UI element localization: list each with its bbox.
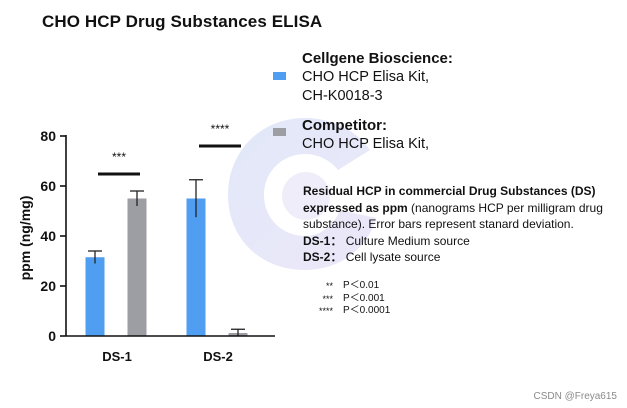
sig-row: *** P＜0.001	[305, 293, 390, 306]
y-tick-label: 20	[40, 278, 56, 294]
bar-cellgene-ds-2	[186, 198, 206, 336]
significance-label: ****	[211, 122, 230, 136]
ds1-text: Culture Medium source	[345, 233, 470, 248]
sig-text: P＜0.0001	[343, 305, 391, 316]
chart-title: CHO HCP Drug Substances ELISA	[42, 12, 323, 31]
bar-cellgene-ds-1	[85, 257, 105, 336]
note-plain: (nanograms HCP per milligram drug substa…	[303, 200, 603, 232]
sig-text: P＜0.001	[343, 292, 385, 304]
significance-legend: ** P＜0.01 *** P＜0.001 **** P＜0.0001	[305, 280, 390, 318]
sig-text: P＜0.01	[343, 280, 380, 291]
sig-row: **** P＜0.0001	[305, 305, 390, 318]
legend-head: Competitor:	[302, 117, 387, 134]
legend-swatch-cellgene	[273, 72, 286, 80]
legend-line: CH-K0018-3	[302, 88, 383, 104]
ds2-label: DS-2：	[303, 250, 343, 264]
sig-stars: **	[325, 281, 333, 291]
y-tick-label: 40	[40, 228, 56, 244]
legend-swatch-competitor	[273, 128, 286, 136]
sig-stars: ***	[322, 293, 333, 304]
y-tick-label: 80	[40, 128, 56, 144]
y-tick-label: 60	[40, 178, 56, 194]
note-bold: Residual HCP in commercial Drug Substanc…	[303, 184, 596, 215]
legend-line: CHO HCP Elisa Kit,	[302, 136, 430, 152]
ds1-label: DS-1：	[303, 233, 343, 248]
sig-row: ** P＜0.01	[305, 280, 390, 293]
y-tick-label: 0	[48, 328, 56, 344]
legend-entry-competitor: Competitor: CHO HCP Elisa Kit,	[302, 116, 429, 154]
x-tick-label: DS-2	[203, 349, 233, 364]
brand-logo-watermark	[228, 118, 376, 270]
x-tick-label: DS-1	[102, 349, 132, 364]
ds2-text: Cell lysate source	[345, 250, 441, 264]
legend-head: Cellgene Bioscience:	[302, 50, 453, 67]
source-watermark: CSDN @Freya615	[533, 391, 617, 402]
bar-competitor-ds-1	[127, 198, 147, 336]
chart-note: Residual HCP in commercial Drug Substanc…	[303, 183, 623, 266]
y-axis-label: ppm (ng/mg)	[17, 196, 33, 281]
legend-line: CHO HCP Elisa Kit,	[302, 69, 430, 85]
legend-entry-cellgene: Cellgene Bioscience: CHO HCP Elisa Kit, …	[302, 49, 453, 106]
sig-stars: ****	[318, 306, 333, 316]
significance-label: ***	[112, 150, 126, 164]
